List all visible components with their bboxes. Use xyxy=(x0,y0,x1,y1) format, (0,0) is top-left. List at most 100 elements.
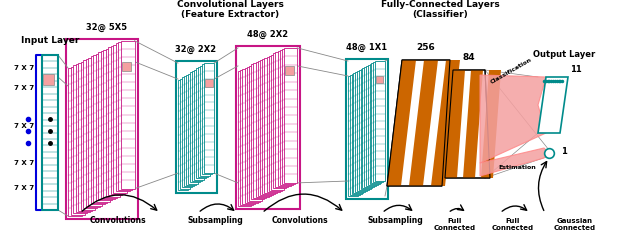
Polygon shape xyxy=(538,77,568,133)
Text: 84: 84 xyxy=(463,53,476,62)
Bar xyxy=(93,55,107,203)
Bar xyxy=(198,67,208,177)
Bar xyxy=(346,59,388,199)
Polygon shape xyxy=(480,75,546,163)
Text: Full
Connected: Full Connected xyxy=(492,218,534,231)
Bar xyxy=(275,52,289,187)
Polygon shape xyxy=(387,60,416,186)
Bar xyxy=(106,49,120,197)
Polygon shape xyxy=(481,70,501,178)
Bar xyxy=(182,77,192,187)
Bar xyxy=(113,45,127,193)
Text: 32@ 5X5: 32@ 5X5 xyxy=(86,23,127,32)
Bar xyxy=(249,65,262,200)
Bar xyxy=(95,54,109,202)
Text: Estimation: Estimation xyxy=(498,165,536,170)
Bar xyxy=(282,49,295,184)
Bar xyxy=(264,58,277,193)
Bar xyxy=(353,73,364,193)
Bar xyxy=(373,62,383,182)
Bar xyxy=(376,76,383,83)
Bar xyxy=(192,71,202,181)
Bar xyxy=(285,66,294,75)
Bar xyxy=(260,60,273,195)
Text: 7 X 7: 7 X 7 xyxy=(14,160,34,166)
Polygon shape xyxy=(387,60,450,186)
Text: 7 X 7: 7 X 7 xyxy=(14,85,34,91)
Text: 11: 11 xyxy=(570,65,582,74)
Bar xyxy=(188,74,198,183)
Bar xyxy=(98,52,112,200)
Text: Gaussian
Connected: Gaussian Connected xyxy=(554,218,596,231)
Bar xyxy=(350,75,360,195)
Bar xyxy=(184,76,194,186)
Text: Convolutions: Convolutions xyxy=(90,216,147,225)
Bar xyxy=(108,47,122,195)
Bar xyxy=(370,64,380,184)
Text: Classification: Classification xyxy=(490,57,533,84)
Bar xyxy=(111,46,125,194)
Bar xyxy=(202,64,212,174)
Bar xyxy=(115,43,129,191)
Bar xyxy=(81,61,95,209)
Bar xyxy=(186,75,196,185)
Bar xyxy=(66,39,138,219)
Bar xyxy=(42,55,58,210)
Bar xyxy=(68,68,82,216)
Bar xyxy=(243,69,255,204)
Bar xyxy=(368,65,378,185)
Bar xyxy=(204,63,214,173)
Bar xyxy=(238,71,251,206)
Bar xyxy=(359,70,369,190)
Text: 7 X 7: 7 X 7 xyxy=(14,65,34,71)
Bar xyxy=(271,55,284,189)
Text: Subsampling: Subsampling xyxy=(187,216,243,225)
Bar xyxy=(180,79,190,189)
Bar xyxy=(190,72,200,182)
Bar xyxy=(351,74,362,194)
Bar xyxy=(375,61,385,181)
Text: Input Layer: Input Layer xyxy=(21,36,79,45)
Bar xyxy=(273,53,286,188)
Bar xyxy=(280,50,293,185)
Bar xyxy=(86,59,99,207)
Bar xyxy=(236,46,300,209)
Text: 1: 1 xyxy=(561,147,567,155)
Bar xyxy=(355,72,365,192)
Polygon shape xyxy=(431,60,460,186)
Bar xyxy=(278,51,291,186)
Bar xyxy=(269,56,282,191)
Bar xyxy=(240,70,253,205)
Text: Convolutions: Convolutions xyxy=(272,216,328,225)
Polygon shape xyxy=(445,70,465,178)
Bar xyxy=(244,68,258,203)
Text: Convolutional Layers
(Feature Extractor): Convolutional Layers (Feature Extractor) xyxy=(177,0,284,20)
Bar xyxy=(255,62,269,197)
Polygon shape xyxy=(409,60,438,186)
Bar xyxy=(262,59,275,194)
Bar xyxy=(251,64,264,199)
Bar xyxy=(78,63,92,211)
Text: 7 X 7: 7 X 7 xyxy=(14,185,34,191)
Bar xyxy=(366,66,376,186)
Bar xyxy=(200,66,210,176)
Bar xyxy=(194,69,204,180)
Bar xyxy=(43,74,54,85)
Bar xyxy=(83,60,97,208)
Bar xyxy=(120,41,134,189)
Bar xyxy=(70,67,84,215)
Text: 7 X 7: 7 X 7 xyxy=(14,123,34,129)
Bar xyxy=(178,80,188,190)
Polygon shape xyxy=(445,70,490,178)
Bar xyxy=(371,63,381,183)
Bar xyxy=(258,61,271,196)
Bar xyxy=(364,67,374,187)
Text: 256: 256 xyxy=(417,43,435,52)
Polygon shape xyxy=(480,148,549,176)
Bar xyxy=(103,50,117,198)
Text: 48@ 2X2: 48@ 2X2 xyxy=(247,30,288,39)
Bar xyxy=(267,57,280,192)
Bar xyxy=(253,63,266,198)
Bar xyxy=(100,51,115,199)
Bar xyxy=(247,67,260,202)
